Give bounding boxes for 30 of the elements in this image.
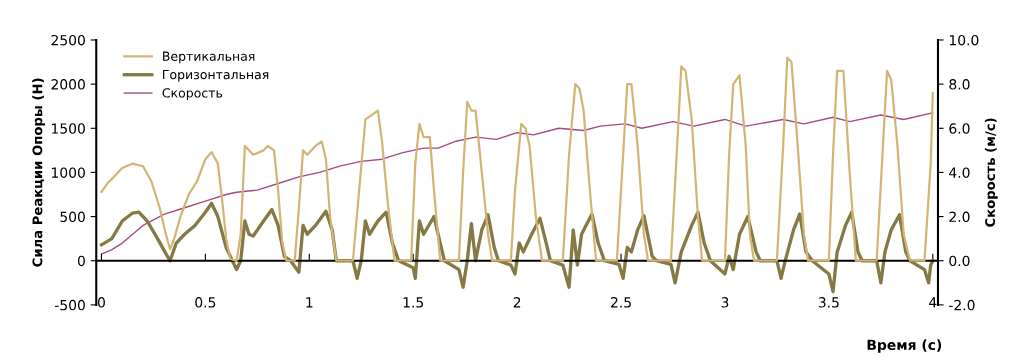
y2-tick-label: 4.0 — [949, 167, 970, 178]
y2-tick-label: 2.0 — [949, 211, 970, 223]
y-tick-label: 2000 — [51, 79, 85, 90]
x-tick-label: 3.5 — [818, 297, 839, 308]
x-tick-label: 1 — [306, 297, 313, 308]
x-axis-title: Время (с) — [867, 339, 942, 353]
x-tick-label: 1.5 — [403, 297, 424, 308]
legend-label: Вертикальная — [163, 51, 255, 64]
y2-tick-label: 8.0 — [949, 79, 970, 90]
y2-tick-label: 10.0 — [949, 34, 979, 46]
y-tick-label: 500 — [60, 211, 85, 223]
x-tick-label: 0 — [97, 297, 105, 308]
x-tick-label: 2.5 — [611, 297, 631, 308]
x-tick-label: 3 — [721, 297, 729, 308]
legend-label: Горизонтальная — [163, 69, 269, 82]
y-tick-label: 1000 — [52, 167, 85, 178]
y2-tick-label: -2.0 — [949, 299, 975, 311]
x-tick-label: 0.5 — [195, 297, 216, 308]
x-tick-label: 2 — [513, 297, 521, 308]
legend-label: Скорость — [162, 88, 223, 101]
y-axis-title: Сила Реакции Опоры (Н) — [32, 78, 45, 267]
line-series — [100, 112, 934, 255]
y-tick-label: -500 — [55, 299, 85, 311]
x-tick-label: 4 — [929, 297, 937, 308]
y2-tick-label: 0.0 — [949, 255, 970, 267]
y2-tick-label: 6.0 — [949, 123, 970, 134]
y-tick-label: 0 — [77, 255, 85, 267]
y-tick-label: 1500 — [52, 123, 85, 134]
y-tick-label: 2500 — [51, 34, 85, 46]
y2-axis-title: Скорость (м/с) — [984, 118, 998, 227]
